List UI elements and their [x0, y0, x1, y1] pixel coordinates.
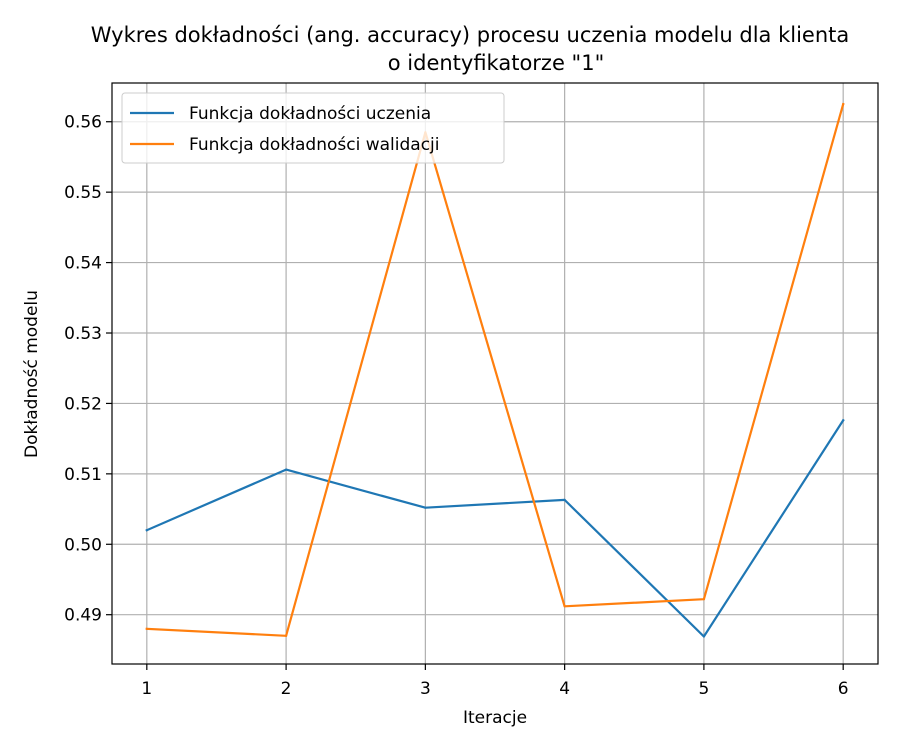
series-layer	[145, 102, 845, 638]
data-point	[563, 498, 566, 502]
plot-frame	[111, 82, 879, 665]
data-point	[424, 506, 427, 509]
legend: Funkcja dokładności uczenia Funkcja dokł…	[121, 92, 505, 164]
series-line-training	[145, 418, 845, 638]
data-point	[702, 598, 706, 601]
data-point	[702, 635, 706, 638]
chart-title-line2: o identyfikatorze "1"	[388, 51, 604, 75]
x-axis-label: Iteracje	[463, 708, 527, 728]
gridlines	[112, 83, 878, 664]
y-tick-label: 0.52	[64, 394, 102, 414]
x-tick-label: 5	[698, 679, 709, 699]
y-tick-label: 0.49	[64, 606, 102, 626]
legend-box	[121, 92, 505, 164]
y-tick-label: 0.54	[64, 254, 102, 274]
x-tick-label: 4	[559, 679, 570, 699]
y-tick-label: 0.55	[64, 183, 102, 203]
data-point	[842, 419, 845, 422]
y-tick-label: 0.51	[64, 465, 102, 485]
x-tick-label: 1	[141, 679, 152, 699]
x-axis: 1 2 3 4 5 6	[141, 664, 849, 699]
y-axis-label: Dokładność modelu	[22, 290, 42, 458]
y-tick-label: 0.53	[64, 324, 102, 344]
y-tick-label: 0.50	[64, 535, 102, 555]
series-line-validation	[145, 102, 845, 637]
x-tick-label: 6	[838, 679, 849, 699]
x-tick-label: 2	[281, 679, 292, 699]
data-point	[145, 529, 148, 532]
data-point	[284, 634, 288, 637]
chart-title: Wykres dokładności (ang. accuracy) proce…	[91, 23, 850, 47]
legend-label-training: Funkcja dokładności uczenia	[189, 104, 431, 124]
data-point	[145, 627, 148, 630]
legend-label-validation: Funkcja dokładności walidacji	[189, 135, 439, 155]
y-tick-label: 0.56	[64, 113, 102, 133]
data-point	[563, 605, 566, 608]
data-point	[842, 103, 845, 106]
data-point	[284, 468, 288, 471]
y-axis: 0.49 0.50 0.51 0.52 0.53 0.54 0.55 0.56	[64, 113, 112, 626]
x-tick-label: 3	[420, 679, 431, 699]
